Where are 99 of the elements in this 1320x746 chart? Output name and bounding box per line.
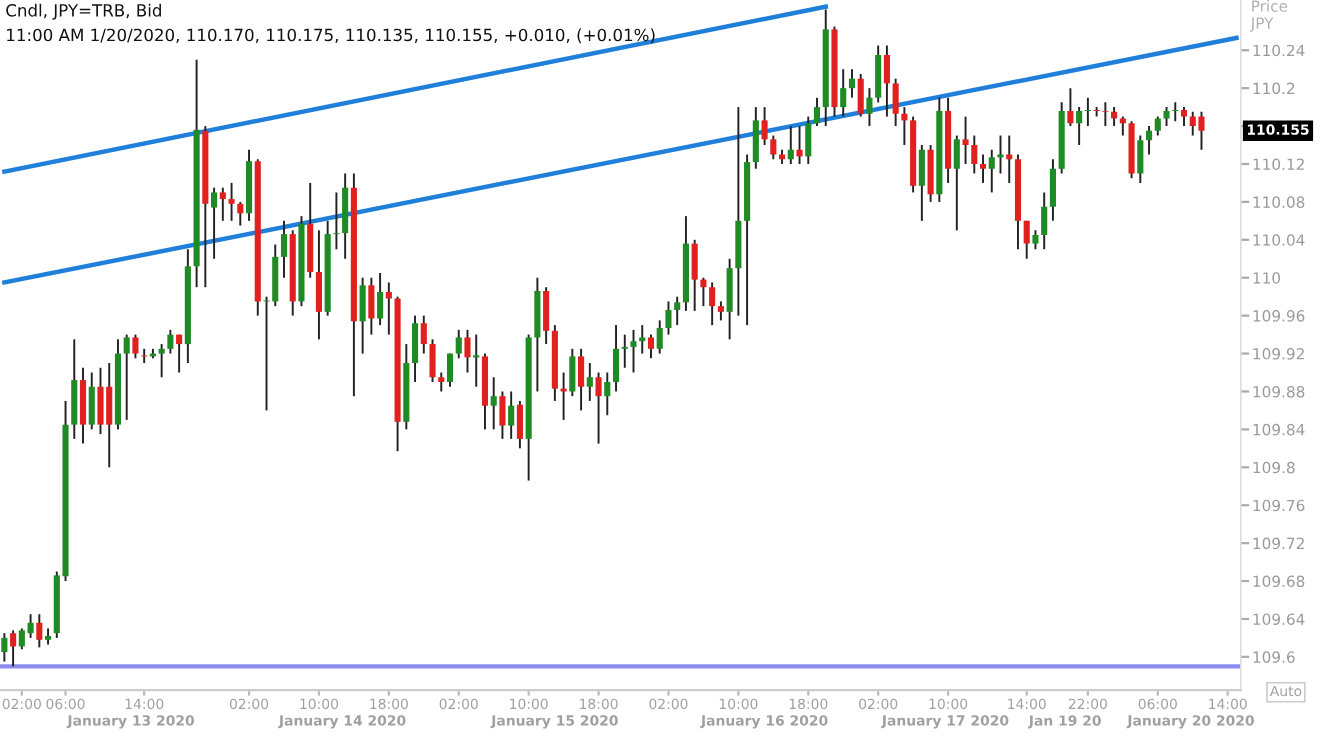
candlestick — [237, 200, 244, 227]
candlestick — [979, 153, 987, 184]
candlestick — [595, 371, 602, 445]
candlestick — [158, 343, 165, 379]
candlestick — [132, 333, 139, 360]
candlestick — [1180, 106, 1188, 128]
candlestick — [1172, 101, 1179, 123]
candlestick — [578, 347, 585, 412]
candlestick — [1093, 106, 1100, 118]
candlestick — [1137, 134, 1144, 184]
candlestick — [359, 276, 366, 355]
candlestick — [612, 324, 620, 393]
candlestick — [167, 328, 174, 355]
candlestick — [368, 276, 375, 336]
candlestick — [315, 229, 322, 341]
candlestick — [674, 295, 681, 327]
candlestick — [79, 366, 87, 445]
candlestick — [342, 172, 349, 260]
candlestick — [516, 399, 523, 450]
candlestick — [1084, 96, 1091, 128]
candlestick — [569, 347, 576, 398]
candlestick — [1, 632, 8, 663]
candlestick — [726, 257, 733, 341]
chart-title: Cndl, JPY=TRB, Bid — [6, 3, 161, 20]
candlestick — [586, 362, 593, 402]
candlestick — [971, 134, 978, 175]
candlestick — [700, 276, 707, 308]
candlestick — [1076, 106, 1083, 146]
candlestick — [656, 319, 663, 355]
candlestick — [420, 314, 427, 355]
candlestick — [735, 106, 742, 317]
candlestick — [123, 333, 130, 421]
candlestick — [71, 338, 78, 440]
candlestick — [1067, 87, 1074, 128]
candlestick — [840, 68, 847, 118]
candlestick — [141, 347, 148, 364]
candlestick — [717, 300, 724, 322]
candlestick — [176, 333, 183, 374]
candlestick — [805, 115, 812, 165]
candlestick — [97, 366, 104, 436]
candlestick — [1041, 191, 1048, 251]
candlestick — [1119, 115, 1126, 137]
candlestick — [534, 276, 541, 393]
candlestick — [883, 44, 890, 118]
candlestick — [962, 115, 969, 165]
candlestick — [280, 219, 288, 279]
candlestick — [639, 324, 646, 355]
candlestick — [412, 314, 419, 383]
candlestick — [604, 371, 611, 417]
candlestick — [709, 281, 716, 327]
candlestick — [1198, 110, 1205, 151]
candlestick — [953, 134, 960, 232]
candlestick — [543, 286, 550, 346]
candlestick — [1032, 229, 1039, 251]
candlestick — [429, 338, 436, 383]
candlestick — [508, 390, 515, 440]
candlestick — [1102, 101, 1109, 128]
candlestick — [377, 272, 384, 327]
candlestick — [211, 186, 218, 260]
candlestick — [787, 125, 794, 165]
candlestick — [446, 352, 454, 388]
candlestick — [455, 328, 462, 360]
candlestick — [385, 281, 392, 336]
text: 11:00 AM 1/20/2020, 110.170, 110.175, 110.135, 110.155, +0.010, (+0.01%) — [7, 28, 655, 44]
candlestick — [621, 333, 628, 369]
candlestick — [770, 134, 777, 161]
candlestick — [796, 125, 803, 165]
candlestick — [927, 144, 934, 203]
candlestick — [1163, 106, 1170, 128]
candlestick — [988, 148, 995, 194]
candlestick — [1145, 125, 1153, 156]
candlestick — [472, 333, 481, 388]
candlestick — [27, 613, 34, 639]
candlestick — [665, 300, 672, 336]
candlestick — [438, 371, 445, 393]
candlestick — [691, 238, 698, 312]
candlestick — [333, 191, 340, 251]
candlestick — [647, 333, 655, 360]
candlestick — [490, 376, 497, 431]
candlestick — [875, 44, 882, 104]
candlestick — [918, 144, 925, 222]
candlestick — [36, 613, 43, 649]
candlestick — [88, 371, 95, 431]
candlestick — [10, 629, 17, 668]
candlestick — [1049, 158, 1056, 222]
candlestick — [464, 328, 471, 374]
candlestick — [1023, 219, 1030, 260]
candlestick — [228, 181, 235, 222]
candlestick — [219, 186, 226, 222]
candlestick — [866, 87, 873, 128]
candlestick — [630, 328, 637, 374]
candlestick — [752, 106, 759, 170]
candlestick — [892, 77, 899, 128]
candlestick — [848, 68, 856, 99]
candlestick — [857, 72, 864, 118]
candlestick — [813, 96, 821, 128]
candlestick — [1154, 115, 1161, 137]
candlestick — [761, 106, 768, 146]
candlestick — [499, 390, 506, 440]
